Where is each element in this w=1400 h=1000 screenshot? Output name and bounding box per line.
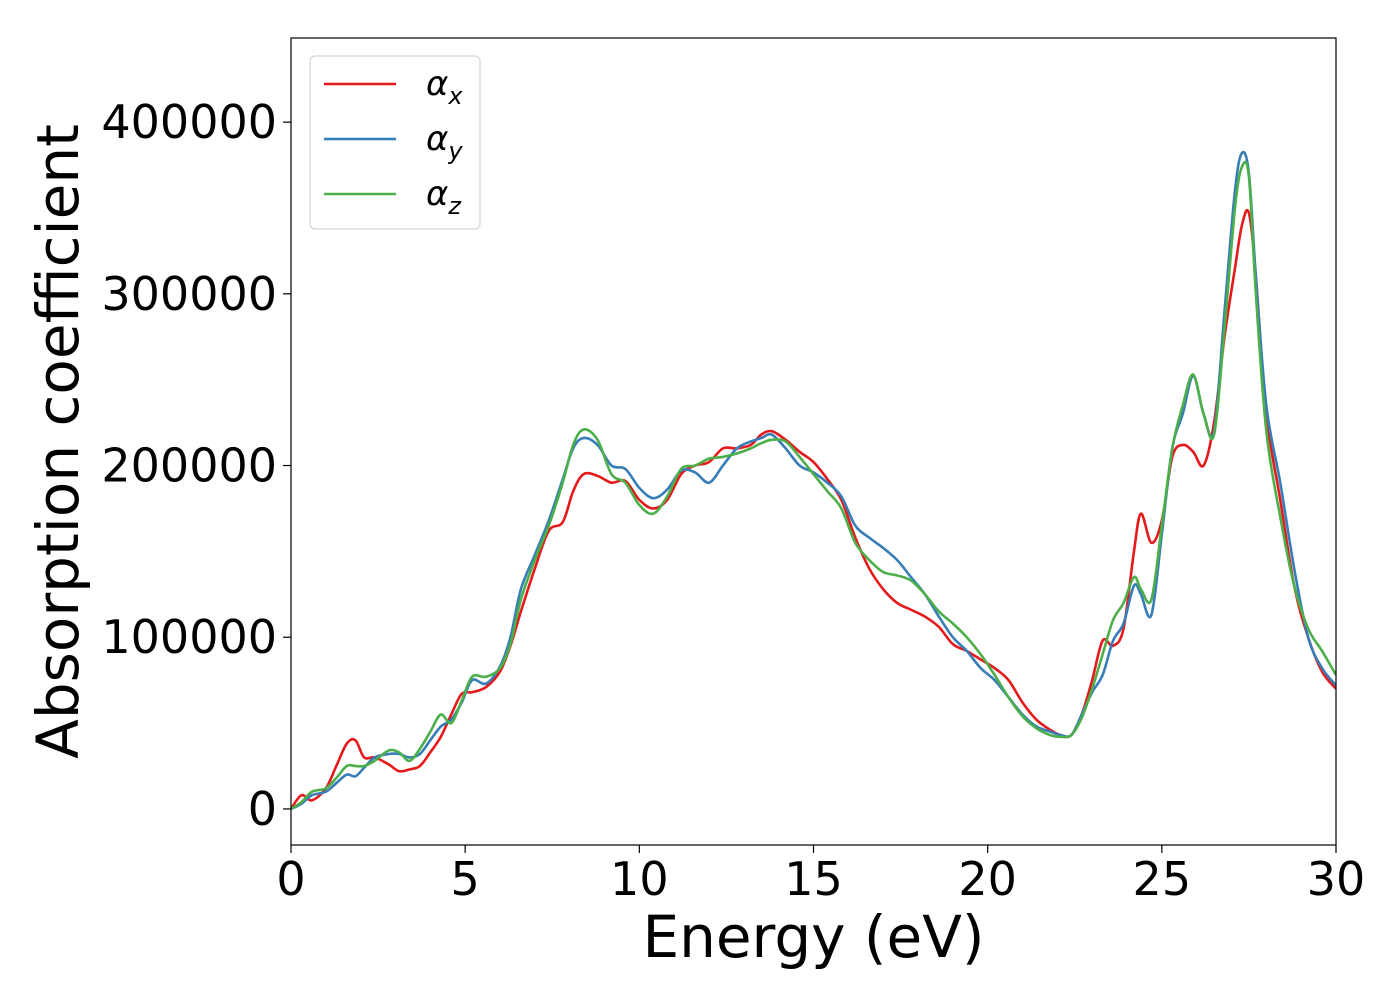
x-tick-label: 25 <box>1133 852 1192 906</box>
y-tick-label: 0 <box>248 782 277 836</box>
y-tick-label: 300000 <box>101 267 277 321</box>
y-axis: 0 100000 200000 300000 400000 <box>101 95 291 836</box>
x-axis: 0 5 10 15 20 25 30 <box>276 845 1365 906</box>
x-tick-label: 15 <box>784 852 843 906</box>
x-axis-title: Energy (eV) <box>642 903 984 971</box>
x-tick-label: 0 <box>276 852 305 906</box>
y-tick-label: 100000 <box>101 610 277 664</box>
x-tick-label: 5 <box>451 852 480 906</box>
x-tick-label: 10 <box>610 852 669 906</box>
y-tick-label: 200000 <box>101 439 277 493</box>
y-tick-label: 400000 <box>101 95 277 149</box>
legend-box <box>309 55 481 230</box>
series-line-y <box>291 150 1336 811</box>
series-line-z <box>291 160 1336 811</box>
y-axis-title: Absorption coefficient <box>24 124 92 759</box>
series-layer <box>291 150 1336 811</box>
series-line-x <box>291 208 1336 810</box>
x-tick-label: 20 <box>958 852 1017 906</box>
x-tick-label: 30 <box>1307 852 1366 906</box>
